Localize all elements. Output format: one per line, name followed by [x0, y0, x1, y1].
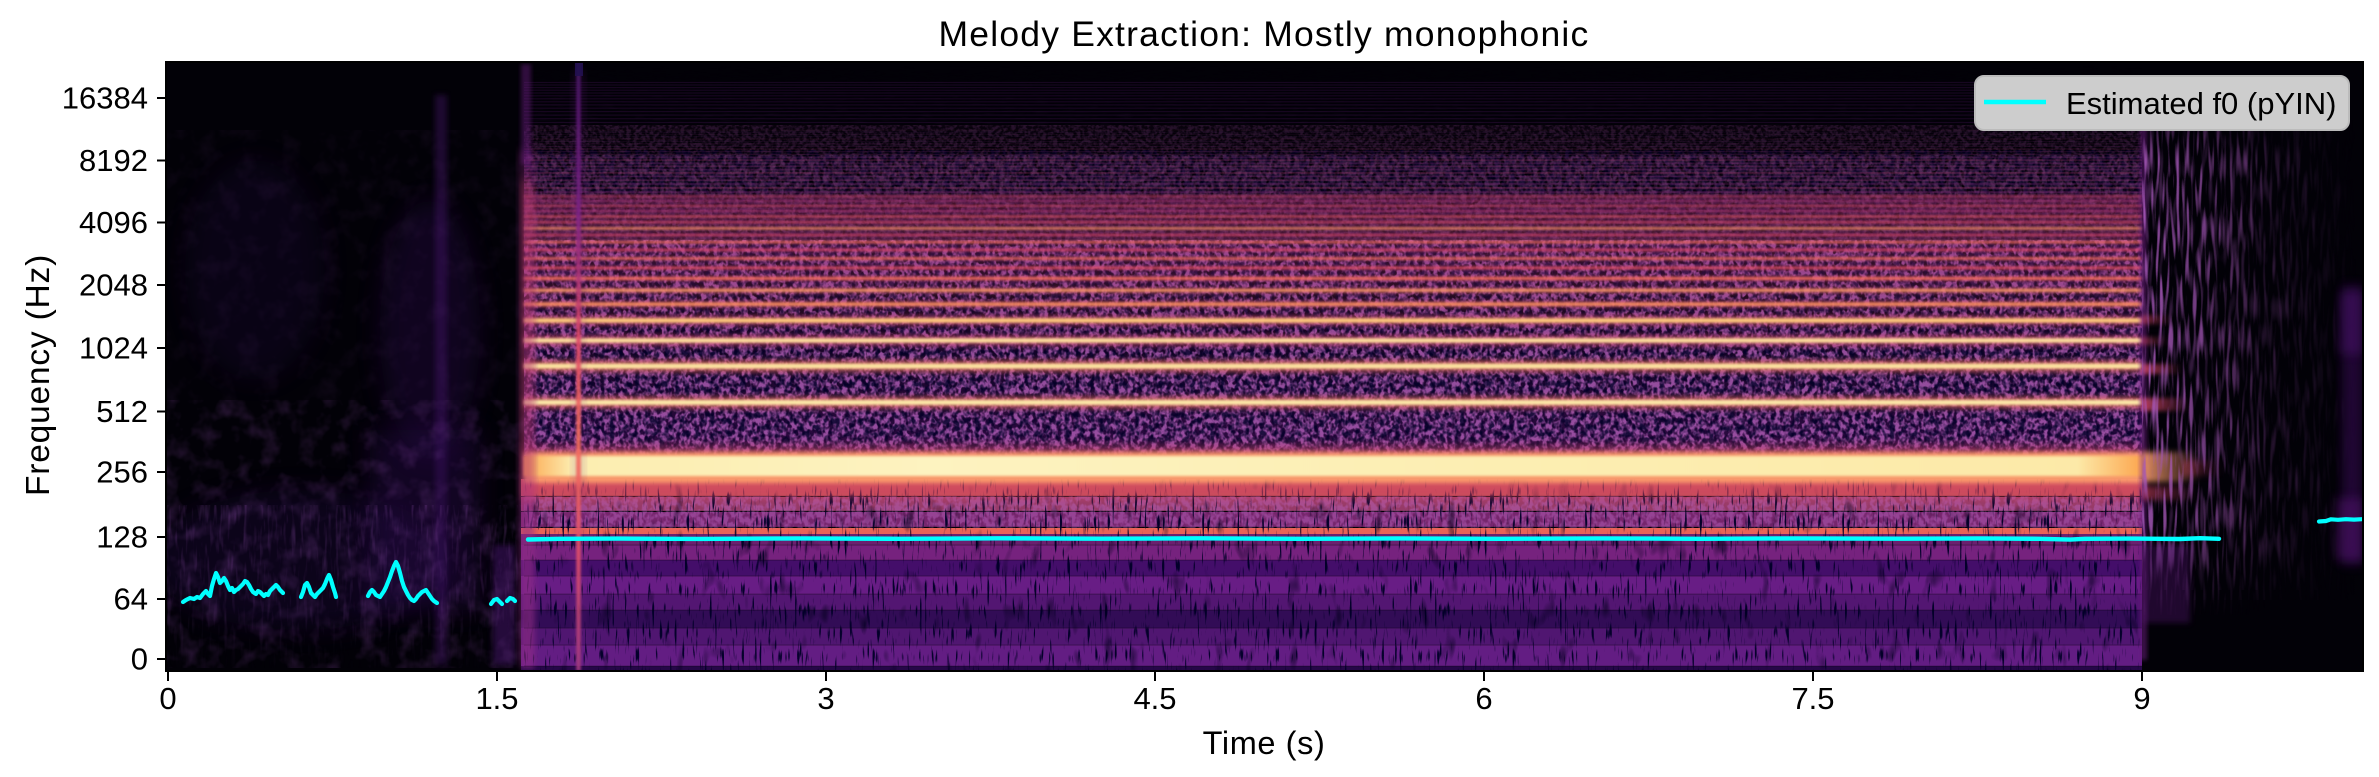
svg-text:512: 512: [96, 394, 148, 429]
svg-text:Time (s): Time (s): [1203, 725, 1326, 761]
svg-text:3: 3: [817, 681, 834, 716]
svg-text:7.5: 7.5: [1791, 681, 1834, 716]
svg-text:9: 9: [2133, 681, 2150, 716]
svg-text:128: 128: [96, 520, 148, 555]
svg-text:6: 6: [1475, 681, 1492, 716]
svg-text:4.5: 4.5: [1133, 681, 1176, 716]
svg-text:2048: 2048: [79, 268, 148, 303]
svg-text:256: 256: [96, 455, 148, 490]
svg-text:0: 0: [159, 681, 176, 716]
svg-text:4096: 4096: [79, 205, 148, 240]
svg-text:1024: 1024: [79, 331, 148, 366]
svg-text:Estimated f0 (pYIN): Estimated f0 (pYIN): [2066, 86, 2336, 121]
svg-text:16384: 16384: [62, 81, 148, 116]
svg-text:64: 64: [114, 582, 148, 617]
svg-text:Frequency (Hz): Frequency (Hz): [20, 254, 57, 496]
svg-text:Melody Extraction: Mostly mono: Melody Extraction: Mostly monophonic: [939, 14, 1590, 54]
svg-text:8192: 8192: [79, 143, 148, 178]
svg-text:1.5: 1.5: [475, 681, 518, 716]
svg-text:0: 0: [131, 642, 148, 677]
